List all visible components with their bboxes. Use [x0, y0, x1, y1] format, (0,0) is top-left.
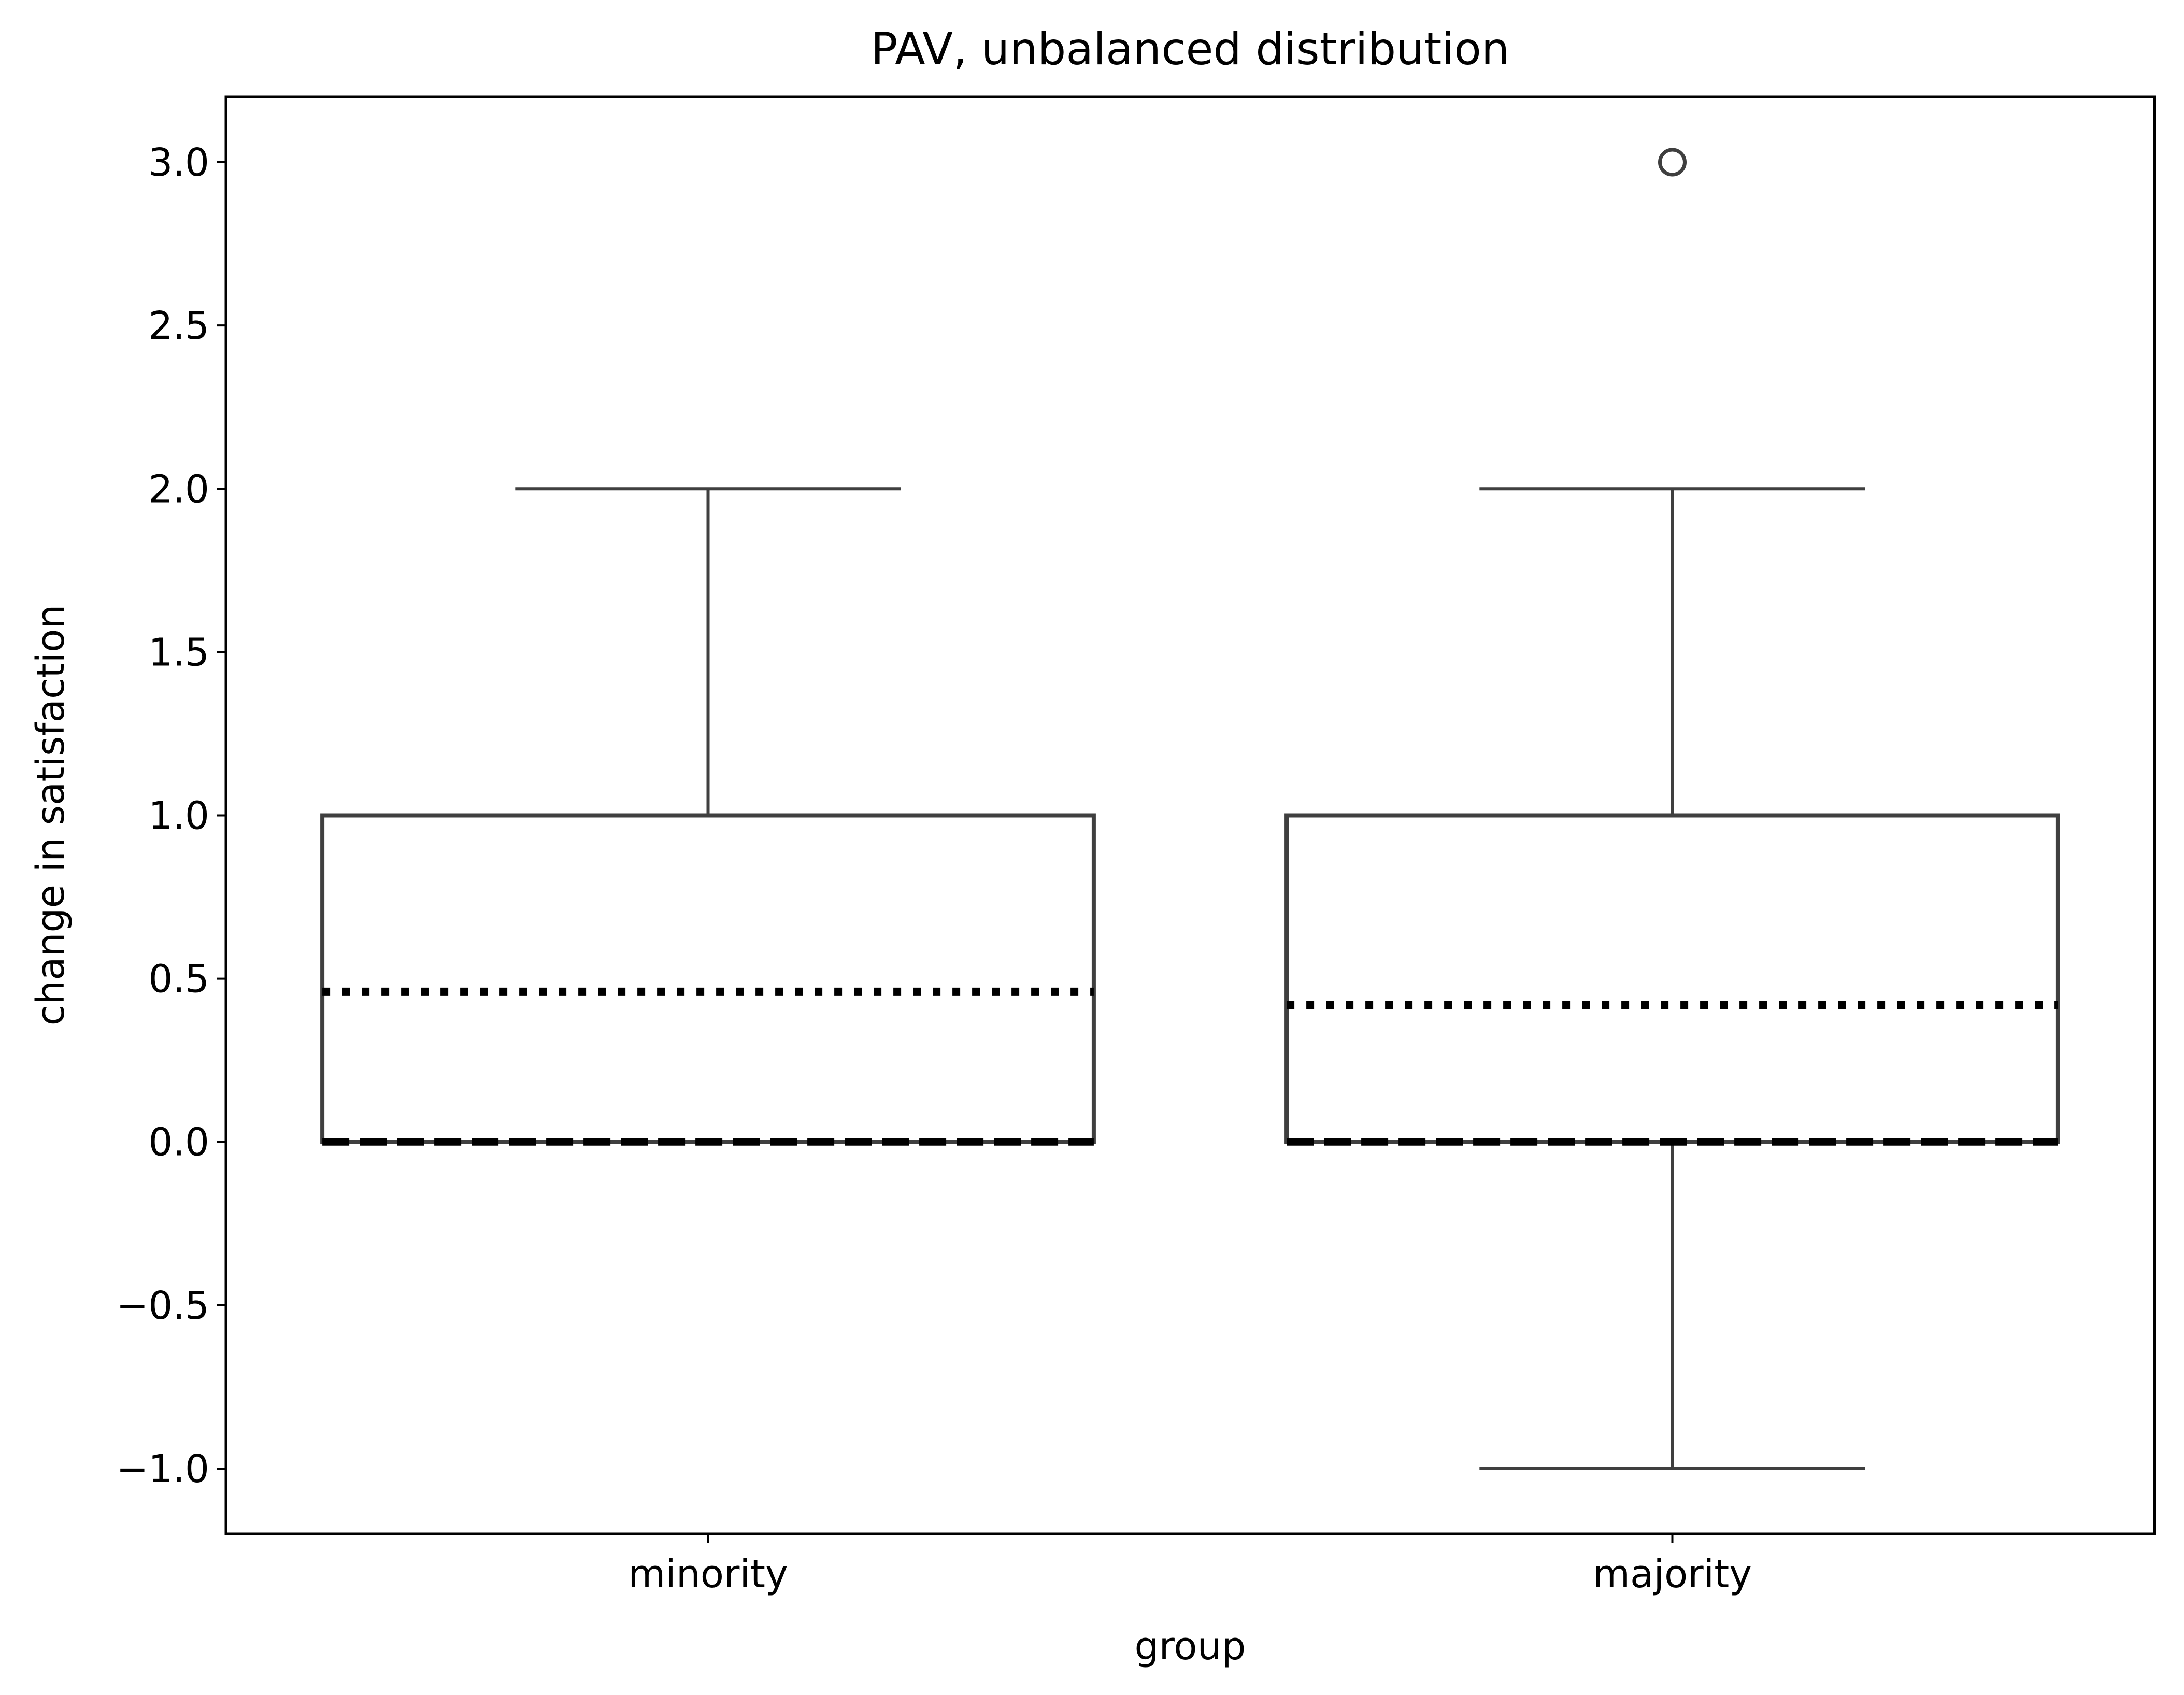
box-majority	[1284, 148, 2060, 1470]
y-tick-label: −1.0	[116, 1447, 209, 1491]
box-minority	[320, 487, 1096, 1146]
y-tick-label: 0.0	[148, 1120, 209, 1165]
y-axis-label: change in satisfaction	[28, 605, 73, 1026]
box-body	[1284, 813, 2060, 1144]
chart-title: PAV, unbalanced distribution	[871, 23, 1510, 75]
y-tick-label: 3.0	[148, 140, 209, 185]
outlier-point	[1658, 148, 1687, 177]
x-tick-label: majority	[1593, 1552, 1752, 1597]
y-tick-label: −0.5	[116, 1284, 209, 1328]
y-tick-label: 2.0	[148, 467, 209, 511]
x-axis-ticks: minority majority	[628, 1534, 1752, 1597]
plot-frame	[224, 95, 2156, 1535]
y-tick-label: 1.5	[148, 630, 209, 675]
y-tick-label: 0.5	[148, 957, 209, 1002]
x-tick-label: minority	[628, 1552, 788, 1597]
box-body	[320, 813, 1096, 1144]
y-tick-label: 2.5	[148, 304, 209, 348]
y-tick-label: 1.0	[148, 794, 209, 838]
boxes-layer	[320, 148, 2060, 1470]
y-axis-ticks: −1.0 −0.5 0.0 0.5 1.0 1.5 2.0 2.5 3.0	[116, 140, 226, 1491]
x-axis-label: group	[1135, 1624, 1246, 1669]
